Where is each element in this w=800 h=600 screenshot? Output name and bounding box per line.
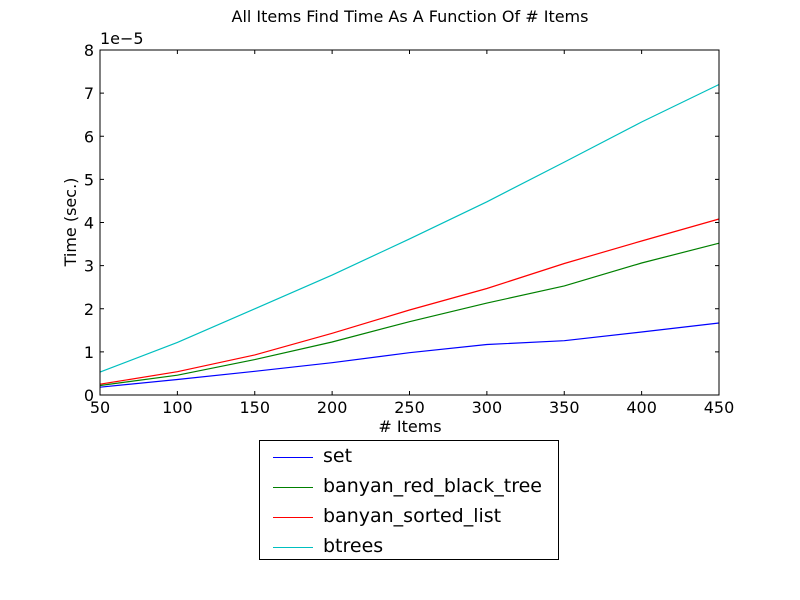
legend: set banyan_red_black_tree banyan_sorted_… <box>259 440 559 560</box>
y-tick-label: 1 <box>84 343 94 362</box>
legend-label: banyan_sorted_list <box>323 505 502 527</box>
legend-swatch-line <box>273 487 313 488</box>
x-tick-label: 250 <box>394 398 425 417</box>
y-axis-label: Time (sec.) <box>61 178 80 268</box>
series-line <box>99 242 720 387</box>
legend-entry: banyan_red_black_tree <box>260 473 560 503</box>
legend-entry: banyan_sorted_list <box>260 503 560 533</box>
x-axis-label: # Items <box>378 417 441 436</box>
x-tick-label: 150 <box>239 398 270 417</box>
y-tick-label: 6 <box>84 127 94 146</box>
x-tick-label: 450 <box>704 398 735 417</box>
y-tick-label: 7 <box>84 84 94 103</box>
y-tick-label: 3 <box>84 257 94 276</box>
series-line <box>99 83 720 373</box>
x-tick-label: 400 <box>626 398 657 417</box>
legend-swatch-line <box>273 517 313 518</box>
legend-label: set <box>323 445 353 467</box>
series-line <box>99 322 720 388</box>
chart-title: All Items Find Time As A Function Of # I… <box>232 7 589 26</box>
legend-entry: set <box>260 443 560 473</box>
x-tick-label: 300 <box>472 398 503 417</box>
y-tick-label: 0 <box>84 386 94 405</box>
x-tick-label: 350 <box>549 398 580 417</box>
plot-area: 50 100 150 200 250 300 350 400 450 0 1 2 3 4 5 6 7 8 <box>84 41 734 417</box>
legend-label: banyan_red_black_tree <box>323 475 542 497</box>
y-offset-label: 1e−5 <box>100 29 144 48</box>
y-tick-label: 4 <box>84 214 94 233</box>
y-tick-label: 8 <box>84 41 94 60</box>
x-tick-label: 50 <box>90 398 110 417</box>
legend-label: btrees <box>323 535 384 557</box>
y-tick-label: 2 <box>84 300 94 319</box>
legend-swatch-line <box>273 457 313 458</box>
x-tick-label: 200 <box>317 398 348 417</box>
y-tick-label: 5 <box>84 170 94 189</box>
legend-swatch-line <box>273 547 313 548</box>
legend-entry: btrees <box>260 533 560 563</box>
plot-frame <box>99 49 720 396</box>
x-tick-label: 100 <box>162 398 193 417</box>
series-line <box>99 218 720 385</box>
